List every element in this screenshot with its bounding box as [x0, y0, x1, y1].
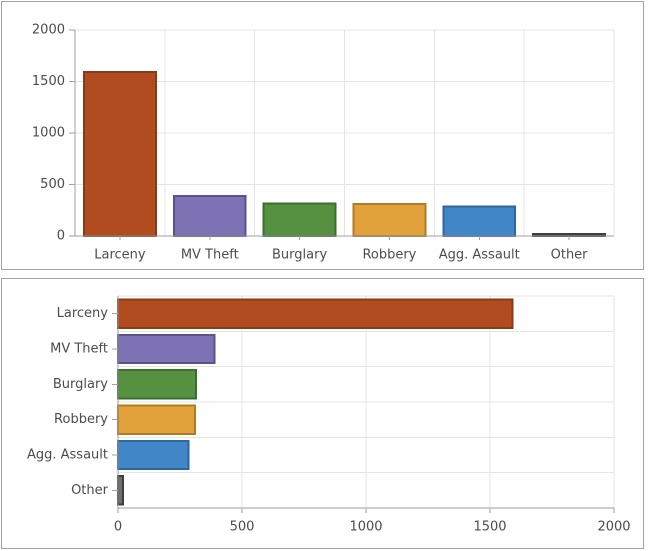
category-label: Larceny	[57, 306, 109, 321]
category-label: Agg. Assault	[27, 448, 108, 463]
horizontal-bar-chart: Larceny MV Theft Burglary Robbery Agg. Assau…	[27, 295, 631, 535]
vertical-bar-chart-panel: 0 500 1000 1500 2000 Larceny MV Theft Burglary R…	[1, 1, 644, 270]
bar-burglary[interactable]	[262, 202, 337, 237]
bar-agg-assault[interactable]	[442, 205, 517, 238]
x-tick-label: 2000	[597, 520, 630, 535]
x-tick-label: 500	[230, 520, 255, 535]
x-tick-label: 1500	[473, 520, 506, 535]
bar-burglary[interactable]	[117, 369, 198, 400]
y-tick-label: 2000	[32, 23, 65, 38]
category-label: Other	[551, 248, 589, 263]
y-tick-label: 1000	[32, 126, 65, 141]
bar-mv-theft[interactable]	[117, 333, 216, 365]
bar-agg-assault[interactable]	[117, 439, 190, 471]
bar-robbery[interactable]	[352, 203, 427, 238]
horizontal-bar-chart-panel: Larceny MV Theft Burglary Robbery Agg. Assau…	[1, 278, 644, 549]
vertical-bar-chart: 0 500 1000 1500 2000 Larceny MV Theft Burglary R…	[32, 23, 615, 263]
bar-robbery[interactable]	[117, 404, 196, 435]
category-label: MV Theft	[50, 342, 108, 357]
bar-larceny[interactable]	[82, 71, 157, 238]
x-tick-label: 0	[114, 520, 122, 535]
y-tick-label: 1500	[32, 74, 65, 89]
y-tick-label: 500	[40, 177, 65, 192]
category-label: Burglary	[272, 248, 327, 263]
category-label: Other	[71, 483, 109, 498]
category-label: Agg. Assault	[439, 248, 520, 263]
bar-other[interactable]	[117, 475, 124, 506]
y-tick-label: 0	[57, 229, 65, 244]
bar-mv-theft[interactable]	[172, 194, 247, 237]
category-label: Robbery	[54, 412, 108, 427]
x-tick-label: 1000	[349, 520, 382, 535]
category-label: MV Theft	[181, 248, 239, 263]
category-label: Robbery	[362, 248, 416, 263]
category-label: Burglary	[53, 377, 108, 392]
category-label: Larceny	[94, 248, 146, 263]
bar-larceny[interactable]	[117, 298, 514, 329]
